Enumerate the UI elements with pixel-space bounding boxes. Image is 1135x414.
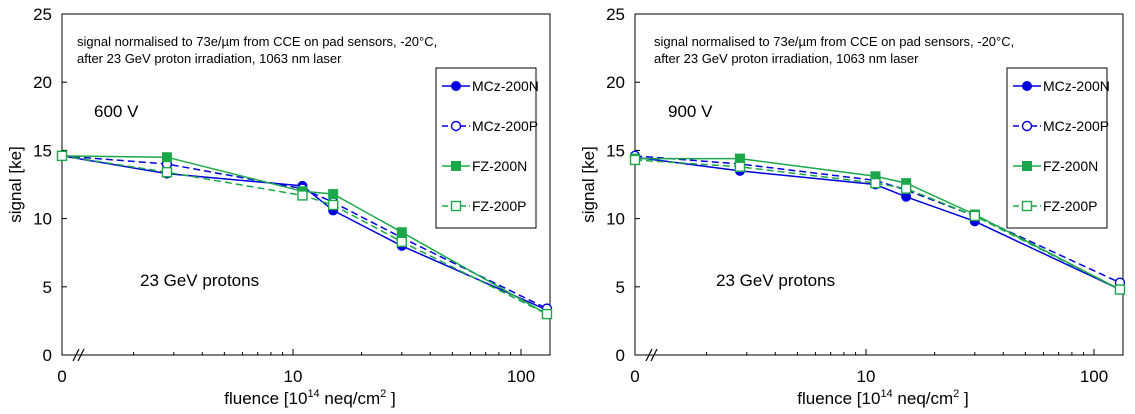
series-line-FZ-200N: [635, 157, 1121, 291]
note-line-1: signal normalised to 73e/µm from CCE on …: [654, 34, 1014, 49]
note-line-2: after 23 GeV proton irradiation, 1063 nm…: [77, 51, 342, 66]
y-tick-label: 10: [33, 210, 52, 229]
y-tick-label: 15: [33, 141, 52, 160]
data-point-FZ-200P: [56, 150, 68, 162]
voltage-label: 900 V: [668, 102, 713, 121]
y-tick-label: 20: [606, 73, 625, 92]
x-axis-label-superscript: 14: [307, 388, 319, 400]
legend-marker-FZ-200P: [450, 200, 462, 212]
legend-label-MCz-200P: MCz-200P: [1043, 118, 1109, 134]
legend-marker-MCz-200P: [450, 120, 462, 132]
series-line-FZ-200N: [61, 155, 548, 315]
particle-label: 23 GeV protons: [716, 271, 835, 290]
legend-marker-MCz-200P: [1021, 120, 1033, 132]
axis-break-mark: [72, 348, 80, 362]
x-axis-label-superscript: 14: [880, 388, 892, 400]
chart-900v: 0 5 10 15 20 25 0 10 100 signal [ke] fluence [1014…: [579, 5, 1126, 408]
data-point-FZ-200P: [1114, 284, 1126, 295]
x-axis-label: fluence [1014 neq/cm2 ]: [797, 388, 969, 408]
legend-label-FZ-200P: FZ-200P: [472, 198, 526, 214]
series-line-MCz-200N: [61, 155, 548, 311]
particle-label: 23 GeV protons: [140, 271, 259, 290]
y-tick-label: 10: [606, 210, 625, 229]
x-tick-label: 10: [857, 367, 876, 386]
x-tick-label: 100: [507, 367, 535, 386]
legend-marker-MCz-200N: [1022, 81, 1032, 91]
x-tick-label: 0: [630, 367, 639, 386]
axis-break-mark: [650, 348, 658, 362]
data-point-FZ-200P: [900, 183, 912, 194]
data-point-FZ-200P: [161, 167, 173, 178]
series-line-FZ-200P: [634, 159, 1121, 291]
legend-label-FZ-200P: FZ-200P: [1043, 198, 1097, 214]
data-point-FZ-200P: [327, 199, 339, 211]
note-line-2: after 23 GeV proton irradiation, 1063 nm…: [654, 51, 919, 66]
plot-frame: [61, 13, 551, 356]
legend-label-MCz-200N: MCz-200N: [472, 78, 539, 94]
x-axis-label-part: ]: [386, 389, 395, 408]
chart-600v: 0 5 10 15 20 25 0 10 100 signal [ke] fluence [1014…: [6, 5, 553, 408]
x-axis-label: fluence [1014 neq/cm2 ]: [224, 388, 396, 408]
legend-marker-FZ-200N: [1022, 161, 1032, 171]
data-point-FZ-200P: [541, 308, 553, 320]
data-point-FZ-200P: [396, 236, 407, 247]
legend-marker-MCz-200N: [451, 81, 461, 91]
legend-label-MCz-200P: MCz-200P: [472, 118, 538, 134]
y-tick-label: 20: [33, 73, 52, 92]
y-tick-label: 0: [616, 346, 625, 365]
series-line-MCz-200P: [61, 155, 548, 310]
y-tick-label: 25: [606, 5, 625, 24]
x-axis-label-part: ]: [959, 389, 968, 408]
legend-label-FZ-200N: FZ-200N: [472, 158, 527, 174]
voltage-label: 600 V: [94, 102, 139, 121]
y-tick-label: 5: [616, 278, 625, 297]
x-axis-label-part: fluence [10: [797, 389, 880, 408]
x-tick-label: 10: [284, 367, 303, 386]
legend-marker-FZ-200P: [1021, 200, 1033, 212]
data-point-FZ-200P: [870, 177, 881, 189]
y-tick-label: 25: [33, 5, 52, 24]
data-point-FZ-200N: [328, 189, 339, 200]
y-tick-label: 0: [43, 346, 52, 365]
x-axis-label-part: fluence [10: [224, 389, 307, 408]
data-point-FZ-200N: [161, 152, 172, 163]
y-axis-label: signal [ke]: [579, 146, 598, 223]
x-tick-label: 0: [57, 367, 66, 386]
y-axis-label: signal [ke]: [6, 146, 25, 223]
legend-label-FZ-200N: FZ-200N: [1043, 158, 1098, 174]
data-point-FZ-200N: [396, 227, 407, 238]
axis-break-mark: [645, 348, 653, 362]
plot-frame: [634, 13, 1124, 356]
axis-break-mark: [77, 348, 85, 362]
data-point-FZ-200P: [297, 190, 308, 201]
note-line-1: signal normalised to 73e/µm from CCE on …: [77, 34, 437, 49]
x-tick-label: 100: [1080, 367, 1108, 386]
data-point-FZ-200P: [969, 210, 980, 222]
x-axis-label-part: neq/cm: [893, 389, 953, 408]
y-tick-label: 15: [606, 141, 625, 160]
x-axis-label-superscript: 2: [380, 388, 386, 400]
legend-label-MCz-200N: MCz-200N: [1043, 78, 1110, 94]
series-line-FZ-200P: [61, 155, 548, 315]
x-axis-label-superscript: 2: [953, 388, 959, 400]
x-axis-label-part: neq/cm: [320, 389, 380, 408]
series-line-MCz-200N: [634, 156, 1121, 291]
data-point-FZ-200P: [629, 154, 641, 166]
legend-marker-FZ-200N: [451, 161, 461, 171]
data-point-FZ-200P: [734, 161, 746, 172]
y-tick-label: 5: [43, 278, 52, 297]
